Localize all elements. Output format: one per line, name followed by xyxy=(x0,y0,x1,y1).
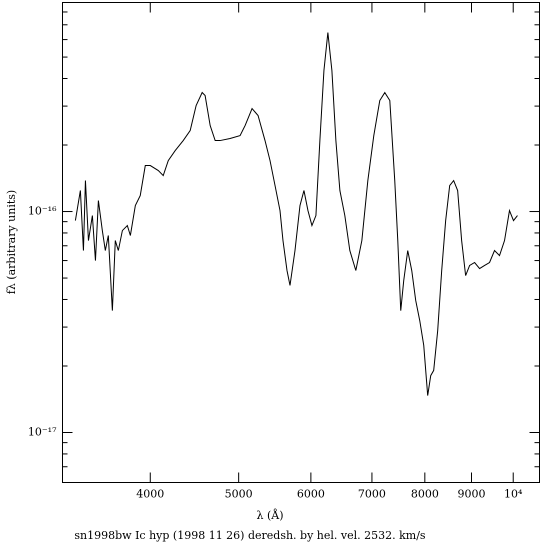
x-tick-label: 10⁴ xyxy=(504,488,523,501)
x-tick-label: 6000 xyxy=(297,488,325,501)
x-tick-label: 7000 xyxy=(358,488,386,501)
chart-title: sn1998bw Ic hyp (1998 11 26) deredsh. by… xyxy=(74,529,426,542)
y-axis-label: fλ (arbitrary units) xyxy=(5,190,18,294)
x-axis-label: λ (Å) xyxy=(257,508,284,522)
x-tick-label: 8000 xyxy=(411,488,439,501)
x-tick-label: 9000 xyxy=(457,488,485,501)
spectrum-line xyxy=(74,32,518,396)
plot-frame xyxy=(62,2,540,483)
y-tick-label: 10⁻¹⁷ xyxy=(28,426,57,439)
y-tick-label: 10⁻¹⁶ xyxy=(28,205,57,218)
x-tick-label: 4000 xyxy=(136,488,164,501)
x-tick-label: 5000 xyxy=(225,488,253,501)
